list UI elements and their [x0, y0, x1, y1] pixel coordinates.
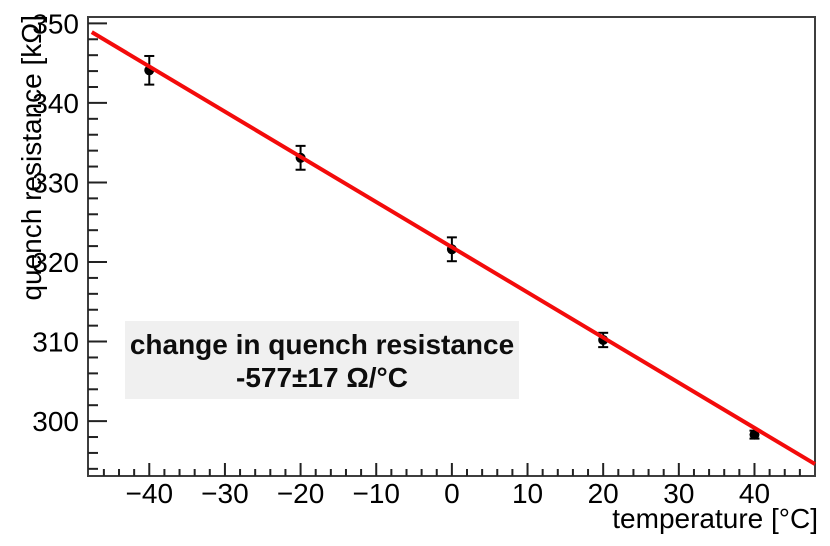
data-point-marker — [749, 429, 760, 440]
x-tick-label: 0 — [444, 478, 460, 509]
fit-result-title: change in quench resistance — [129, 329, 515, 360]
x-tick-label: 40 — [739, 478, 770, 509]
y-tick-label: 330 — [32, 167, 79, 198]
x-tick-label: 20 — [588, 478, 619, 509]
fit-result-box: change in quench resistance -577±17 Ω/°C — [125, 321, 519, 399]
x-tick-label: −40 — [126, 478, 174, 509]
y-axis-title: quench resistance [kΩ] — [16, 15, 47, 301]
y-axis-ticks: 300 310 320 330 340 350 — [32, 8, 107, 470]
x-tick-label: −10 — [352, 478, 400, 509]
fit-line — [90, 30, 817, 466]
y-tick-label: 300 — [32, 406, 79, 437]
x-axis-title: temperature [°C] — [612, 503, 818, 534]
x-tick-label: −20 — [277, 478, 325, 509]
y-tick-label: 310 — [32, 327, 79, 358]
x-axis-ticks: −40 −30 −20 −10 0 10 20 30 40 — [102, 463, 801, 509]
x-tick-label: 30 — [663, 478, 694, 509]
x-tick-label: 10 — [512, 478, 543, 509]
y-tick-label: 340 — [32, 88, 79, 119]
x-tick-label: −30 — [201, 478, 249, 509]
fit-result-value: -577±17 Ω/°C — [236, 362, 408, 393]
y-tick-label: 320 — [32, 247, 79, 278]
y-tick-label: 350 — [32, 8, 79, 39]
